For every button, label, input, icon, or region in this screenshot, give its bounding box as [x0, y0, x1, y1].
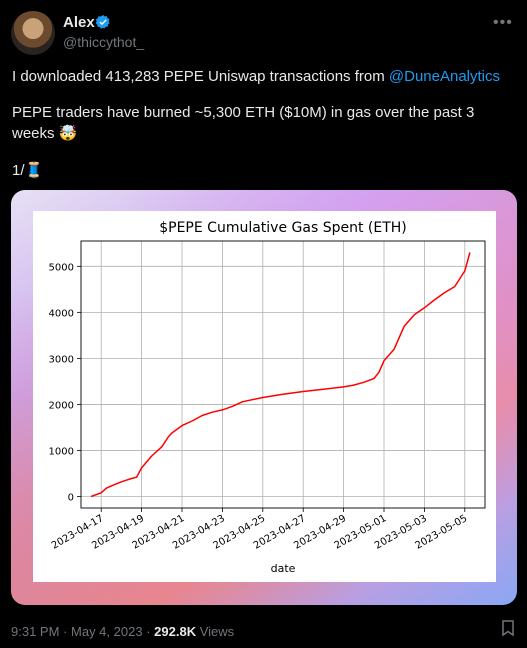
y-tick-label: 2000: [49, 400, 74, 411]
x-axis-label: date: [271, 562, 296, 575]
views-label: Views: [199, 624, 235, 639]
y-tick-label: 5000: [49, 262, 74, 273]
verified-badge-icon: [95, 15, 110, 29]
tweet-text-3: weeks: [12, 125, 59, 142]
meta-sep-2: ·: [146, 624, 151, 639]
mention-link[interactable]: @DuneAnalytics: [388, 68, 500, 85]
tweet-meta: 9:31 PM · May 4, 2023 · 292.8K Views: [11, 624, 234, 639]
more-options-icon[interactable]: •••: [493, 14, 513, 31]
author-handle[interactable]: @thiccythot_: [63, 34, 145, 50]
tweet-line-3: weeks 🤯: [12, 123, 77, 144]
chart-panel: $PEPE Cumulative Gas Spent (ETH) 0 1000 200…: [33, 211, 496, 582]
tweet-line-4: 1/🧵: [12, 160, 43, 181]
y-tick-label: 1000: [49, 446, 74, 457]
meta-sep-1: ·: [63, 624, 68, 639]
author-name[interactable]: Alex: [63, 14, 95, 31]
post-time[interactable]: 9:31 PM: [11, 624, 60, 639]
series-line: [90, 252, 471, 498]
tweet-text-1: I downloaded 413,283 PEPE Uniswap transa…: [12, 68, 389, 85]
chart-title: $PEPE Cumulative Gas Spent (ETH): [159, 220, 407, 236]
tweet-line-2: PEPE traders have burned ~5,300 ETH ($10…: [12, 104, 475, 121]
y-tick-label: 3000: [49, 354, 74, 365]
tweet-line-1: I downloaded 413,283 PEPE Uniswap transa…: [12, 67, 500, 87]
bookmark-icon[interactable]: [500, 619, 516, 637]
avatar[interactable]: [11, 11, 55, 55]
exploding-head-emoji: 🤯: [58, 124, 78, 142]
plot-frame: [80, 240, 486, 509]
y-tick-label: 0: [68, 492, 74, 503]
thread-marker: 1/: [12, 162, 25, 179]
post-date[interactable]: May 4, 2023: [71, 624, 143, 639]
y-tick-label: 4000: [49, 308, 74, 319]
thread-emoji: 🧵: [24, 161, 44, 179]
cumulative-gas-chart: $PEPE Cumulative Gas Spent (ETH) 0 1000 200…: [49, 220, 486, 575]
views-count: 292.8K: [154, 624, 197, 639]
